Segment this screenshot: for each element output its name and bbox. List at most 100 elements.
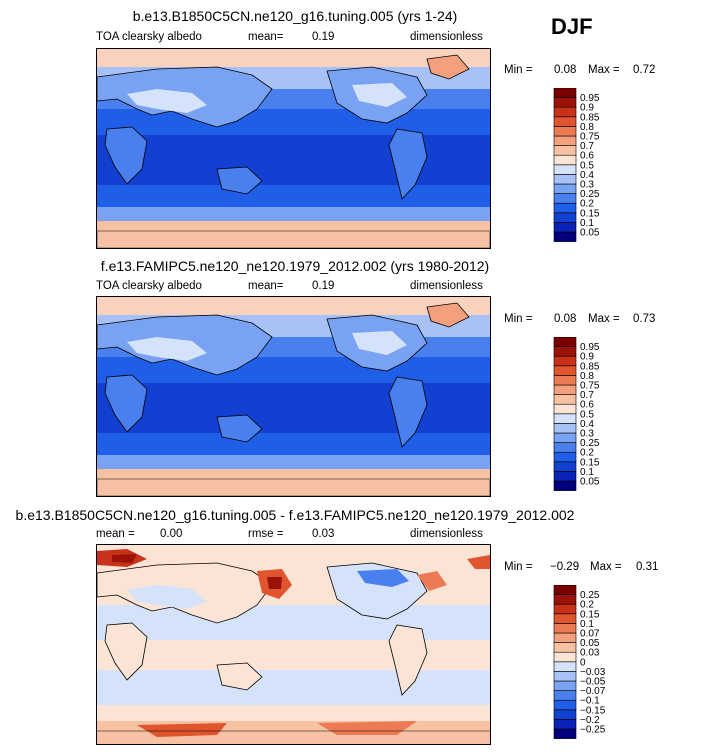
colorbar-tick-label: 0.7	[580, 390, 594, 401]
colorbar-swatch	[553, 337, 577, 347]
panel-1-colorbar: 0.050.10.150.20.250.30.40.50.60.70.750.8…	[553, 88, 600, 242]
colorbar-tick-label: 0.6	[580, 151, 594, 162]
colorbar-tick-label: 0.85	[580, 112, 600, 123]
panel-3-min-value: −0.29	[550, 561, 580, 573]
colorbar-swatch	[553, 346, 577, 357]
colorbar-swatch	[553, 222, 577, 233]
colorbar-swatch	[553, 126, 577, 137]
panel-1-units: dimensionless	[410, 31, 483, 43]
colorbar-swatch	[553, 699, 577, 711]
panel-3-rmse-label: rmse =	[248, 528, 284, 540]
panel-3-colorbar: −0.25−0.2−0.15−0.1−0.07−0.05−0.0300.030.…	[553, 585, 606, 739]
panel-2-mean-value: 0.19	[312, 280, 335, 292]
panel-1-variable: TOA clearsky albedo	[96, 31, 202, 43]
colorbar-tick-label: −0.1	[580, 696, 600, 707]
colorbar-swatch	[553, 709, 577, 720]
colorbar-tick-label: 0.5	[580, 409, 594, 420]
colorbar-tick-label: 0.9	[580, 352, 594, 363]
colorbar-swatch	[553, 355, 577, 367]
colorbar-swatch	[553, 394, 577, 405]
panel-1-mean-label: mean=	[248, 31, 284, 43]
colorbar-tick-label: 0.1	[580, 218, 594, 229]
panel-2-colorbar: 0.050.10.150.20.250.30.40.50.60.70.750.8…	[553, 337, 600, 491]
panel-2-max-value: 0.73	[633, 313, 656, 325]
colorbar-tick-label: 0.85	[580, 361, 600, 372]
colorbar-swatch	[553, 642, 577, 653]
colorbar-swatch	[553, 432, 577, 443]
colorbar-swatch	[553, 116, 577, 127]
season-label: DJF	[551, 14, 593, 39]
colorbar-swatch	[553, 680, 577, 691]
colorbar-swatch	[553, 480, 577, 491]
colorbar-swatch	[553, 135, 577, 146]
colorbar-swatch	[553, 603, 577, 615]
colorbar-swatch	[553, 231, 577, 242]
colorbar-swatch	[553, 145, 577, 156]
colorbar-tick-label: 0.4	[580, 170, 594, 181]
panel-2-mean-label: mean=	[248, 280, 284, 292]
panel-1-mean-value: 0.19	[312, 31, 335, 43]
colorbar-swatch	[553, 728, 577, 739]
panel-3-max-label: Max =	[590, 561, 622, 573]
colorbar-swatch	[553, 97, 577, 108]
panel-2-min-value: 0.08	[554, 313, 577, 325]
colorbar-tick-label: 0.95	[580, 342, 600, 353]
colorbar-tick-label: 0.25	[580, 189, 600, 200]
colorbar-swatch	[553, 690, 577, 701]
colorbar-swatch	[553, 183, 577, 194]
colorbar-tick-label: −0.05	[580, 677, 606, 688]
colorbar-swatch	[553, 106, 577, 118]
colorbar-tick-label: 0.75	[580, 132, 600, 143]
colorbar-swatch	[553, 375, 577, 386]
panel-3-rmse-value: 0.03	[312, 528, 335, 540]
colorbar-swatch	[553, 442, 577, 453]
panel-3-units: dimensionless	[410, 528, 483, 540]
colorbar-tick-label: 0.07	[580, 629, 600, 640]
panel-3-min-label: Min =	[504, 561, 533, 573]
colorbar-swatch	[553, 423, 577, 434]
colorbar-tick-label: 0.2	[580, 199, 594, 210]
panel-2-min-label: Min =	[504, 313, 533, 325]
colorbar-swatch	[553, 651, 577, 663]
panel-1-min-value: 0.08	[554, 64, 577, 76]
colorbar-swatch	[553, 154, 577, 166]
colorbar-swatch	[553, 594, 577, 605]
colorbar-tick-label: 0.03	[580, 648, 600, 659]
colorbar-swatch	[553, 661, 577, 672]
colorbar-tick-label: −0.25	[580, 725, 606, 736]
panel-2-map	[96, 296, 491, 497]
panel-3-mean-value: 0.00	[160, 528, 183, 540]
panel-2-title: f.e13.FAMIPC5.ne120_ne120.1979_2012.002 …	[100, 258, 490, 274]
panel-3-max-value: 0.31	[636, 561, 659, 573]
colorbar-tick-label: 0.3	[580, 429, 594, 440]
colorbar-swatch	[553, 719, 577, 730]
panel-1-min-label: Min =	[504, 64, 533, 76]
colorbar-tick-label: 0.05	[580, 477, 600, 488]
colorbar-swatch	[553, 212, 577, 223]
colorbar-swatch	[553, 471, 577, 482]
panel-2-max-label: Max =	[588, 313, 620, 325]
panel-2-variable: TOA clearsky albedo	[96, 280, 202, 292]
colorbar-tick-label: 0.05	[580, 638, 600, 649]
colorbar-tick-label: 0.6	[580, 400, 594, 411]
colorbar-tick-label: −0.15	[580, 705, 606, 716]
colorbar-swatch	[553, 623, 577, 634]
colorbar-tick-label: 0.05	[580, 228, 600, 239]
panel-3-title: b.e13.B1850C5CN.ne120_g16.tuning.005 - f…	[15, 507, 575, 523]
colorbar-tick-label: 0.15	[580, 208, 600, 219]
colorbar-tick-label: 0.9	[580, 103, 594, 114]
panel-3-map	[96, 544, 491, 745]
colorbar-tick-label: 0.2	[580, 448, 594, 459]
panel-1-title: b.e13.B1850C5CN.ne120_g16.tuning.005 (yr…	[132, 8, 458, 24]
colorbar-tick-label: 0.25	[580, 590, 600, 601]
colorbar-tick-label: 0	[580, 657, 586, 668]
colorbar-swatch	[553, 202, 577, 214]
colorbar-tick-label: 0.95	[580, 93, 600, 104]
colorbar-swatch	[553, 174, 577, 185]
panel-2-units: dimensionless	[410, 280, 483, 292]
colorbar-swatch	[553, 403, 577, 415]
panel-1-max-value: 0.72	[633, 64, 656, 76]
colorbar-tick-label: −0.03	[580, 667, 606, 678]
colorbar-tick-label: 0.75	[580, 381, 600, 392]
colorbar-swatch	[553, 585, 577, 595]
